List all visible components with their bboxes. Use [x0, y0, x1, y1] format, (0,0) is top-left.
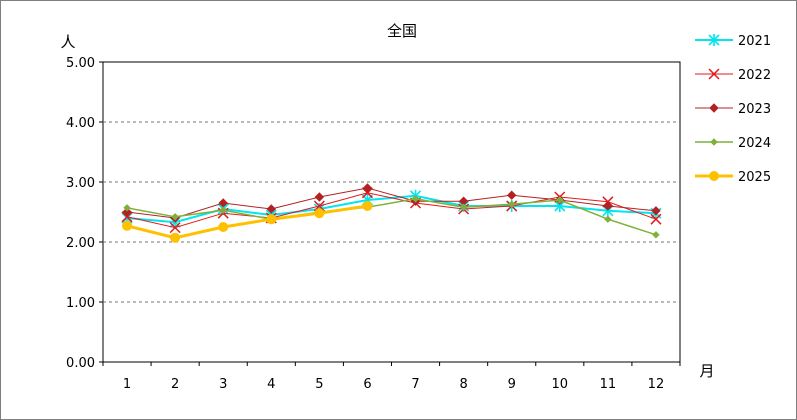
legend-item-2023: 2023 [695, 102, 771, 117]
data-point-2022 [121, 211, 133, 223]
series-line-2025 [126, 204, 368, 240]
legend-label: 2022 [738, 68, 771, 83]
legend-item-2024: 2024 [695, 136, 771, 151]
y-tick-label: 2.00 [66, 236, 95, 251]
data-point-2025 [314, 208, 325, 219]
data-point-2023 [314, 192, 325, 202]
data-point-2024 [219, 206, 227, 214]
data-point-2024 [171, 213, 179, 221]
legend-item-2022: 2022 [695, 68, 771, 83]
data-point-2023 [266, 204, 276, 214]
x-tick-label: 7 [411, 377, 419, 392]
y-axis-label: 人 [60, 33, 75, 51]
data-point-2024 [604, 215, 612, 223]
legend-label: 2021 [738, 34, 771, 49]
data-point-2023 [507, 190, 517, 200]
data-point-2023 [122, 207, 132, 217]
legend-marker [710, 138, 718, 146]
y-tick-label: 5.00 [66, 56, 95, 71]
data-point-2025 [122, 220, 133, 231]
plot-area: 0.001.002.003.004.005.001 2 3 4 5 6 7 8 9 10 11 12 [66, 56, 681, 392]
legend: 2021 2022 2023 2024 2025 [695, 34, 771, 185]
series-2025 [122, 201, 373, 243]
x-tick-label: 11 [600, 377, 617, 392]
legend-marker [708, 34, 720, 46]
legend-item-2021: 2021 [695, 34, 771, 49]
data-point-2024 [411, 195, 420, 203]
x-tick-label: 12 [648, 377, 665, 392]
y-tick-label: 0.00 [66, 356, 95, 371]
legend-marker [709, 171, 719, 181]
y-tick-label: 4.00 [66, 116, 95, 131]
x-tick-label: 10 [552, 377, 569, 392]
data-point-2024 [652, 231, 660, 239]
x-tick-label: 6 [363, 377, 371, 392]
x-tick-label: 9 [508, 377, 516, 392]
chart-title: 全国 [387, 22, 417, 40]
series-line-2024 [126, 198, 657, 236]
data-point-2024 [123, 204, 131, 212]
data-point-2023 [603, 201, 613, 211]
x-axis-label: 月 [699, 362, 714, 380]
legend-marker [709, 103, 719, 113]
series-line-2023 [126, 187, 657, 219]
legend-label: 2025 [738, 170, 771, 185]
plot-border [102, 61, 681, 363]
legend-label: 2024 [738, 136, 771, 151]
data-point-2024 [459, 203, 468, 211]
series-line-2022 [126, 192, 657, 229]
legend-label: 2023 [738, 102, 771, 117]
x-tick-label: 2 [171, 377, 179, 392]
x-tick-label: 4 [267, 377, 275, 392]
x-tick-label: 3 [219, 377, 227, 392]
data-point-2025 [170, 232, 181, 243]
y-tick-label: 1.00 [66, 296, 95, 311]
legend-marker [708, 68, 720, 80]
legend-item-2025: 2025 [695, 170, 771, 185]
y-tick-label: 3.00 [66, 176, 95, 191]
data-point-2024 [508, 200, 516, 208]
x-tick-label: 8 [459, 377, 467, 392]
data-point-2022 [169, 222, 181, 234]
x-tick-label: 5 [315, 377, 323, 392]
data-point-2022 [313, 200, 325, 212]
data-point-2023 [651, 206, 661, 216]
data-point-2022 [650, 213, 662, 225]
data-point-2022 [361, 187, 373, 199]
data-point-2023 [362, 183, 373, 193]
data-point-2024 [556, 196, 564, 204]
x-tick-label: 1 [123, 377, 131, 392]
data-point-2025 [218, 222, 229, 232]
data-point-2025 [362, 201, 373, 211]
data-point-2025 [266, 214, 277, 225]
